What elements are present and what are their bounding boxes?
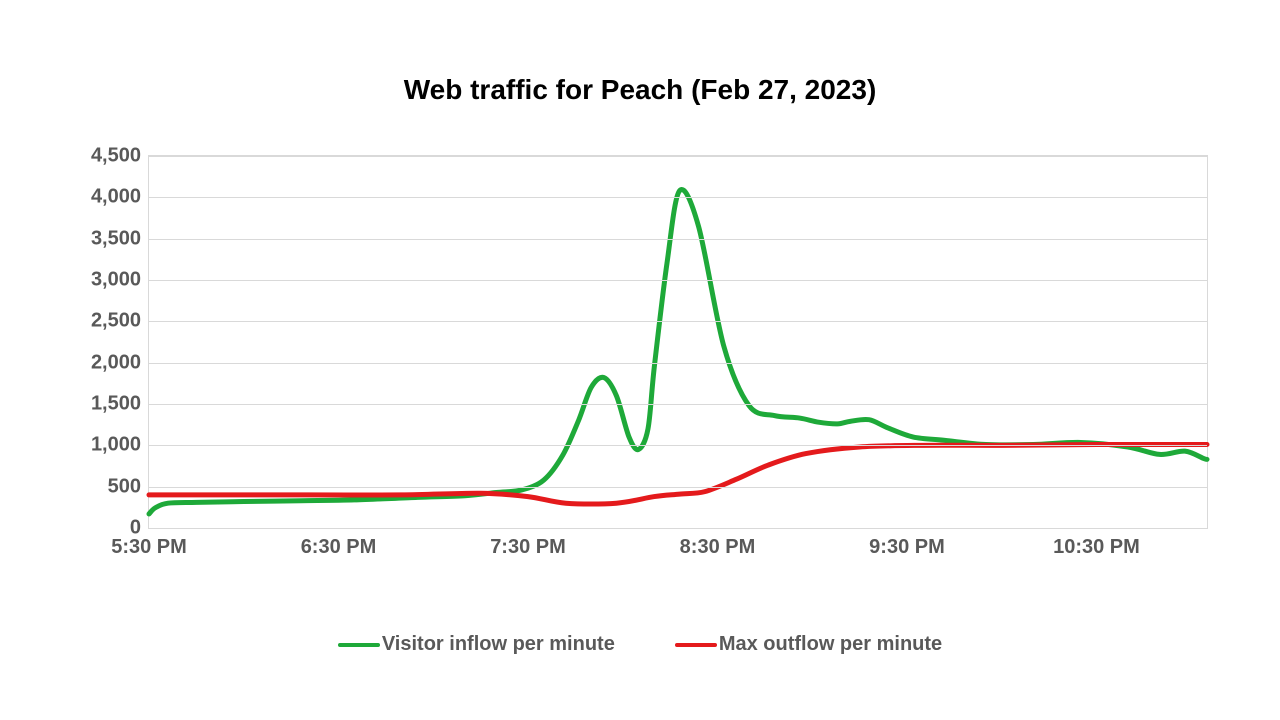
- y-tick-label: 4,500: [91, 145, 149, 168]
- chart-title: Web traffic for Peach (Feb 27, 2023): [0, 74, 1280, 106]
- x-tick-label: 5:30 PM: [111, 528, 187, 559]
- grid-line: [149, 280, 1207, 281]
- legend: Visitor inflow per minute Max outflow per…: [0, 633, 1280, 656]
- y-tick-label: 1,500: [91, 393, 149, 416]
- grid-line: [149, 363, 1207, 364]
- x-tick-label: 10:30 PM: [1053, 528, 1140, 559]
- y-tick-label: 500: [108, 475, 149, 498]
- grid-line: [149, 321, 1207, 322]
- legend-item-0: Visitor inflow per minute: [338, 633, 615, 656]
- x-tick-label: 8:30 PM: [680, 528, 756, 559]
- y-tick-label: 3,500: [91, 227, 149, 250]
- plot-area: 05001,0001,5002,0002,5003,0003,5004,0004…: [148, 155, 1208, 529]
- legend-label: Max outflow per minute: [719, 633, 942, 656]
- grid-line: [149, 487, 1207, 488]
- x-tick-label: 6:30 PM: [301, 528, 377, 559]
- grid-line: [149, 156, 1207, 157]
- grid-line: [149, 404, 1207, 405]
- grid-line: [149, 445, 1207, 446]
- y-tick-label: 3,000: [91, 269, 149, 292]
- legend-label: Visitor inflow per minute: [382, 633, 615, 656]
- y-tick-label: 2,500: [91, 310, 149, 333]
- legend-item-1: Max outflow per minute: [675, 633, 942, 656]
- series-line-1: [149, 444, 1207, 504]
- legend-swatch: [338, 643, 380, 647]
- y-tick-label: 2,000: [91, 351, 149, 374]
- grid-line: [149, 239, 1207, 240]
- x-tick-label: 7:30 PM: [490, 528, 566, 559]
- series-svg: [149, 156, 1207, 528]
- y-tick-label: 1,000: [91, 434, 149, 457]
- x-tick-label: 9:30 PM: [869, 528, 945, 559]
- y-tick-label: 4,000: [91, 186, 149, 209]
- chart-container: Web traffic for Peach (Feb 27, 2023) 050…: [0, 0, 1280, 720]
- legend-swatch: [675, 643, 717, 647]
- grid-line: [149, 197, 1207, 198]
